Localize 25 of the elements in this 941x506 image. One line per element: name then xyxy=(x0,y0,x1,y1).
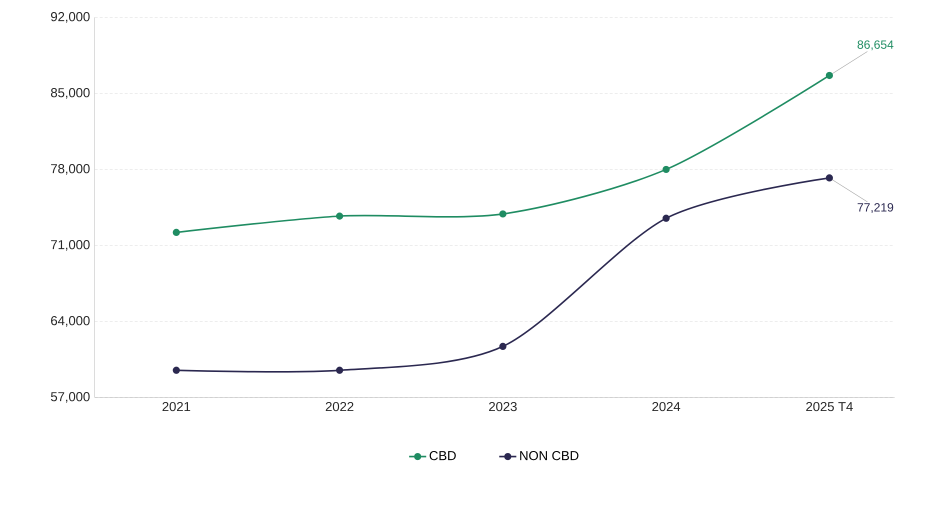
point xyxy=(662,214,670,222)
point xyxy=(336,366,344,374)
x-tick-label: 2024 xyxy=(652,402,680,412)
point xyxy=(499,210,506,218)
point xyxy=(172,228,180,236)
y-tick-label: 85,000 xyxy=(50,88,90,99)
legend-label: CBD xyxy=(430,451,456,460)
x-tick-label: 2021 xyxy=(162,402,190,412)
y-tick-label: 71,000 xyxy=(51,240,90,251)
x-tick-label: 2022 xyxy=(326,402,354,412)
point xyxy=(826,72,833,80)
point xyxy=(662,166,670,174)
y-tick-label: 57,000 xyxy=(50,392,90,403)
data-label: 86,654 xyxy=(858,40,894,50)
point xyxy=(499,342,506,350)
x-tick-label: 2025 T4 xyxy=(806,402,853,412)
y-tick-label: 78,000 xyxy=(51,164,90,175)
point xyxy=(336,212,344,220)
point xyxy=(826,174,833,182)
data-label: 77,219 xyxy=(858,203,894,214)
y-tick-label: 92,000 xyxy=(51,12,90,23)
legend-label: NON CBD xyxy=(520,451,578,460)
y-tick-label: 64,000 xyxy=(51,316,90,327)
point xyxy=(172,366,180,374)
x-tick-label: 2023 xyxy=(489,402,517,412)
